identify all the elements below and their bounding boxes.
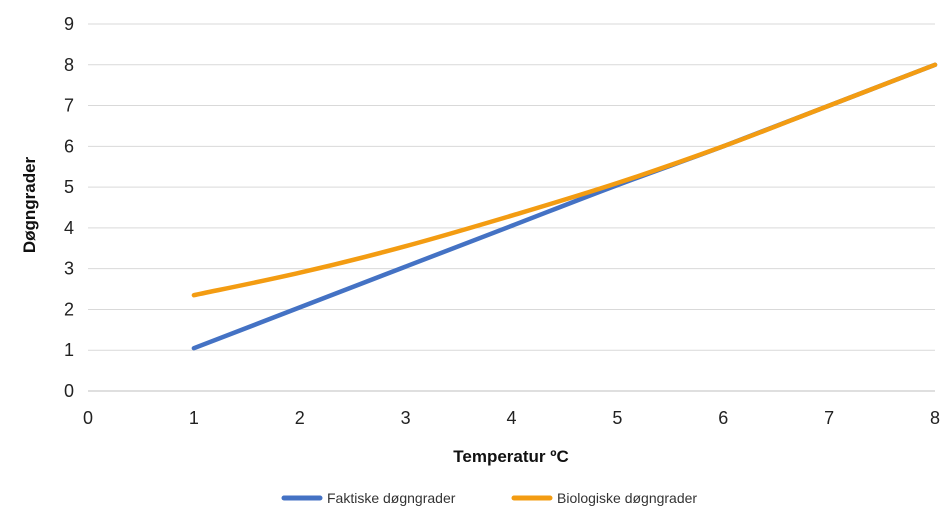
x-tick-label: 4 [506, 408, 516, 428]
y-tick-label: 1 [64, 340, 74, 360]
y-tick-label: 5 [64, 177, 74, 197]
x-tick-label: 8 [930, 408, 940, 428]
legend-label-faktiske: Faktiske døgngrader [327, 490, 456, 506]
y-tick-label: 4 [64, 218, 74, 238]
x-tick-label: 0 [83, 408, 93, 428]
y-tick-label: 3 [64, 259, 74, 279]
y-axis-title: Døgngrader [20, 156, 39, 253]
x-tick-label: 5 [612, 408, 622, 428]
legend: Faktiske døgngrader Biologiske døgngrade… [281, 490, 697, 506]
y-tick-label: 6 [64, 136, 74, 156]
x-tick-label: 2 [295, 408, 305, 428]
series-lines [191, 62, 938, 351]
x-tick-label: 7 [824, 408, 834, 428]
y-tick-label: 7 [64, 96, 74, 116]
gridlines [88, 23, 935, 392]
x-axis-ticks: 0 1 2 3 4 5 6 7 8 [83, 408, 940, 428]
series-line-biologiske [191, 62, 938, 298]
x-axis-title: Temperatur ºC [453, 447, 568, 466]
y-tick-label: 2 [64, 299, 74, 319]
y-axis-ticks: 0 1 2 3 4 5 6 7 8 9 [64, 14, 74, 401]
x-tick-label: 6 [718, 408, 728, 428]
y-tick-label: 9 [64, 14, 74, 34]
legend-label-biologiske: Biologiske døgngrader [557, 490, 697, 506]
x-tick-label: 3 [401, 408, 411, 428]
x-tick-label: 1 [189, 408, 199, 428]
y-tick-label: 0 [64, 381, 74, 401]
y-tick-label: 8 [64, 55, 74, 75]
